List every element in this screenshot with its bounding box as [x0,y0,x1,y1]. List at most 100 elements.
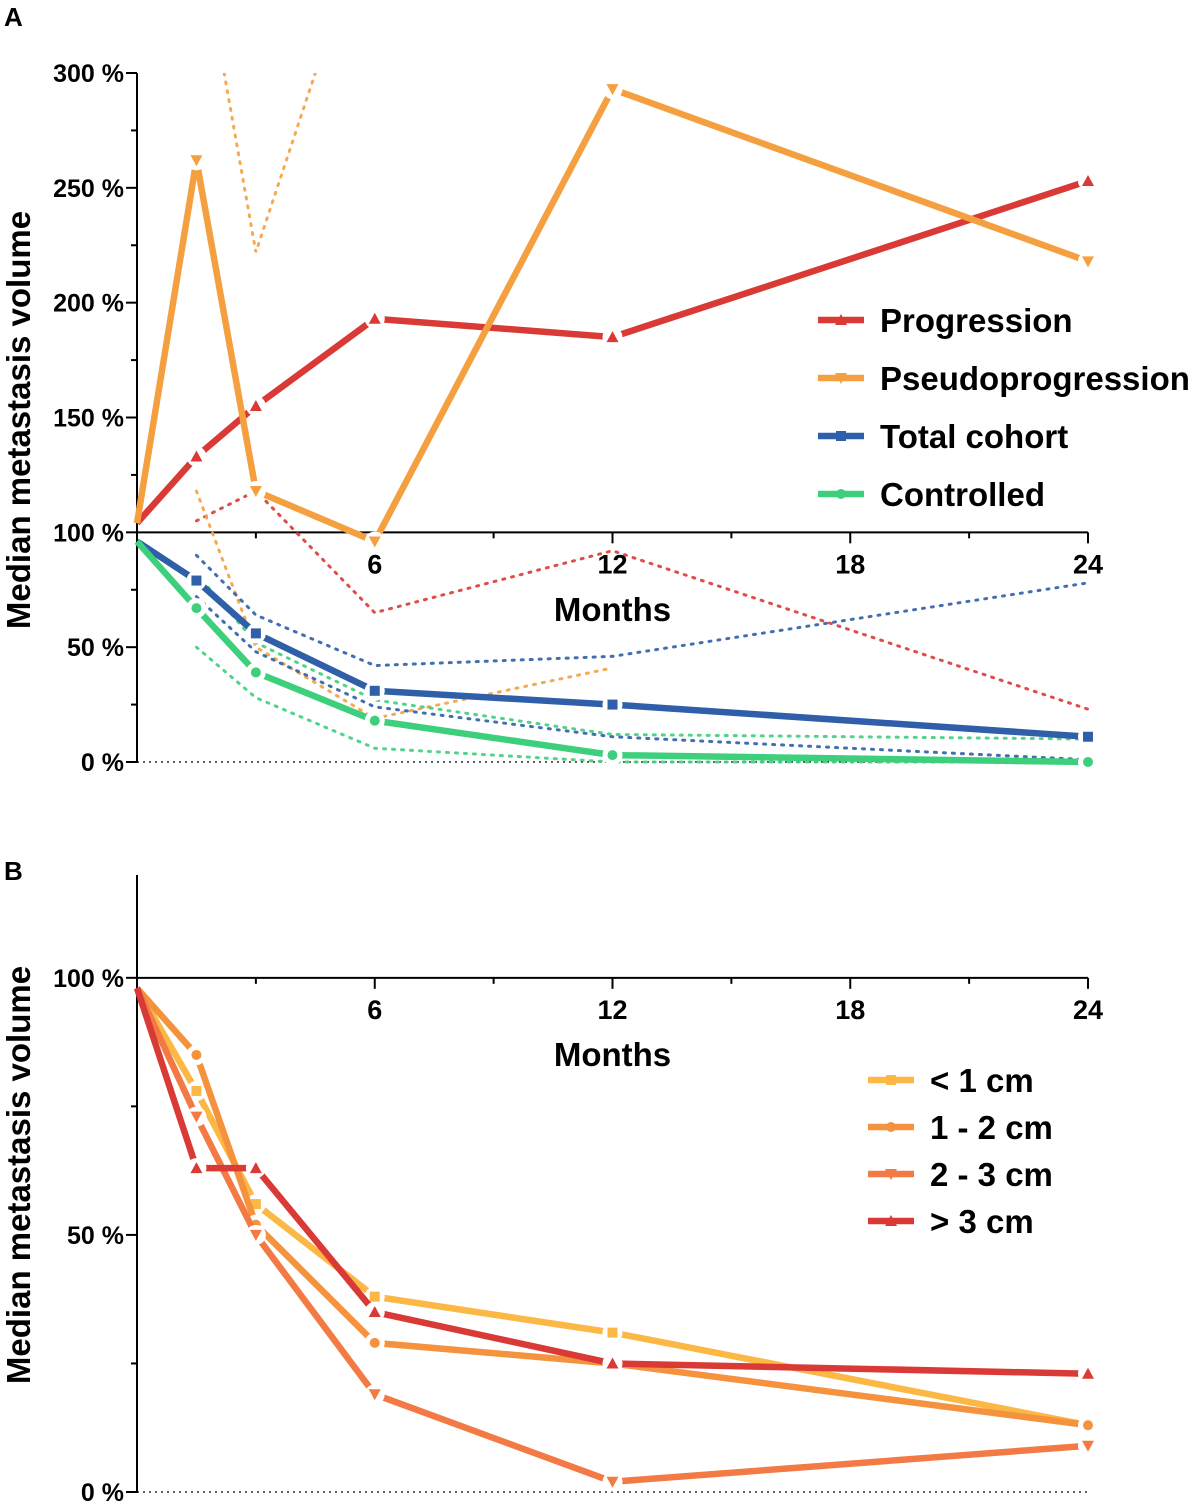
x-axis-title: Months [554,1036,671,1073]
gt-3-cm-data-point [606,1357,619,1369]
total-cohort-ci-lower-line [194,595,1090,762]
total-cohort-series-line [135,538,1089,740]
total-cohort-data-point [607,699,618,710]
progression-data-point [1082,174,1094,186]
legend-item: 1 - 2 cm [868,1109,1053,1146]
panel-b: B 0 % 50 % 100 % 6 12 18 24 Months Median metasta… [0,856,1103,1504]
y-tick-label: 50 % [67,1222,124,1250]
x-tick-label: 18 [835,549,865,579]
controlled-data-point [250,667,261,678]
1-2-cm-series-line [134,985,1089,1429]
gt-3-cm-data-point [249,1162,262,1174]
lt-1-cm-data-point [607,1327,618,1338]
legend-label: < 1 cm [930,1062,1034,1099]
legend-marker [885,1215,897,1226]
x-tick-label: 24 [1073,549,1103,579]
legend: Progression Pseudoprogression Total cohort… [818,302,1190,513]
total-cohort-data-point [191,575,202,586]
legend-label: 2 - 3 cm [930,1156,1053,1193]
total-cohort-data-point [369,685,380,696]
legend-marker [886,1075,896,1085]
legend-marker [836,489,846,499]
x-tick-label: 18 [835,995,865,1025]
x-tick-label: 6 [367,995,382,1025]
y-tick-label: 0 % [81,1479,124,1504]
progression-series-line [134,177,1090,526]
legend-marker [835,314,847,325]
y-tick-label: 100 % [53,965,124,993]
y-tick-label: 200 % [53,290,124,318]
pseudoprogression-series-line [133,85,1090,546]
2-3-cm-series-line [134,986,1089,1486]
legend-marker [885,1169,897,1180]
progression-ci-lower-line [194,489,1090,711]
legend-item: Pseudoprogression [818,360,1190,397]
2-3-cm-data-point [368,1389,381,1401]
legend-label: Total cohort [880,418,1068,455]
x-tick-label: 24 [1073,995,1103,1025]
y-axis-title: Median metastasis volume [0,966,37,1384]
controlled-series-line [134,539,1089,766]
1-2-cm-data-point [191,1049,202,1060]
legend-label: > 3 cm [930,1203,1034,1240]
progression-data-point [606,331,619,343]
1-2-cm-data-point [1083,1420,1093,1431]
legend-label: Controlled [880,476,1045,513]
legend-marker [835,373,847,384]
1-2-cm-data-point [369,1337,380,1348]
total-cohort-ci-upper-line [194,553,1090,668]
y-tick-label: 300 % [53,60,124,88]
controlled-ci-upper-line [194,572,1090,741]
progression-data-point [249,400,262,412]
panel-label: B [4,856,23,886]
pseudoprogression-data-point [368,536,381,548]
y-tick-label: 0 % [81,749,124,777]
x-tick-label: 12 [597,995,627,1025]
lt-1-cm-data-point [191,1085,202,1096]
legend-label: Progression [880,302,1073,339]
total-cohort-data-point [1083,731,1093,742]
legend: < 1 cm 1 - 2 cm 2 - 3 cm > 3 cm [868,1062,1053,1240]
2-3-cm-data-point [190,1111,203,1123]
2-3-cm-data-point [249,1229,262,1241]
controlled-data-point [1083,757,1093,767]
pseudoprogression-ci-upper-line [222,73,317,253]
x-tick-label: 12 [597,549,627,579]
controlled-data-point [191,603,202,614]
gt-3-cm-data-point [1082,1367,1094,1379]
legend-item: Total cohort [818,418,1068,455]
pseudoprogression-data-point [190,155,203,167]
pseudoprogression-data-point [1082,256,1094,268]
lt-1-cm-data-point [250,1199,261,1210]
y-axis-title: Median metastasis volume [0,211,37,629]
progression-data-point [190,450,203,462]
total-cohort-data-point [250,628,261,639]
y-tick-label: 50 % [67,634,124,662]
lt-1-cm-series-line [134,986,1089,1429]
legend-item: 2 - 3 cm [868,1156,1053,1193]
gt-3-cm-data-point [368,1306,381,1318]
pseudoprogression-data-point [249,485,262,497]
legend-item: Controlled [818,476,1045,513]
2-3-cm-data-point [606,1476,619,1488]
controlled-ci-lower-line [194,645,1090,764]
legend-item: > 3 cm [868,1203,1034,1240]
x-axis-title: Months [554,591,671,628]
lt-1-cm-data-point [369,1291,380,1302]
legend-marker [886,1122,896,1132]
controlled-data-point [607,750,618,761]
legend-item: Progression [818,302,1073,339]
2-3-cm-data-point [1082,1440,1094,1452]
legend-item: < 1 cm [868,1062,1034,1099]
y-tick-label: 250 % [53,175,124,203]
pseudoprogression-ci-lower-line [194,489,614,720]
controlled-data-point [369,715,380,726]
y-tick-label: 100 % [53,519,124,547]
legend-label: Pseudoprogression [880,360,1190,397]
gt-3-cm-series-line [133,987,1089,1377]
progression-data-point [368,312,381,324]
y-tick-label: 150 % [53,405,124,433]
legend-marker [836,431,846,441]
